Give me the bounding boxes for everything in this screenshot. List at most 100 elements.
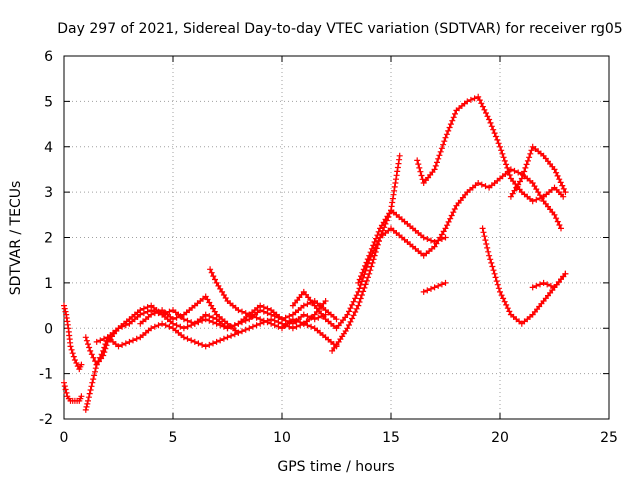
plus-marker	[558, 225, 564, 232]
plus-marker	[177, 323, 184, 330]
plus-marker	[188, 319, 195, 326]
plus-marker	[100, 352, 107, 359]
plus-marker	[475, 180, 482, 186]
plus-marker	[520, 172, 526, 178]
plus-marker	[87, 387, 94, 393]
plus-marker	[524, 157, 531, 164]
plus-marker	[482, 237, 489, 244]
plus-marker	[184, 317, 191, 324]
plus-marker	[239, 308, 245, 315]
plus-marker	[213, 338, 220, 345]
plus-marker	[501, 157, 508, 164]
plus-marker	[557, 179, 564, 186]
y-tick-label: 6	[44, 49, 53, 65]
plus-marker	[304, 313, 311, 320]
plus-marker	[441, 138, 448, 145]
plus-marker	[202, 343, 209, 350]
plus-marker	[488, 123, 495, 130]
plus-marker	[556, 222, 563, 228]
plus-marker	[556, 176, 563, 183]
plus-marker	[480, 229, 487, 236]
plus-marker	[442, 225, 449, 232]
plus-marker	[130, 337, 136, 344]
series-track-k	[414, 93, 567, 205]
plus-marker	[416, 164, 423, 171]
plus-marker	[360, 288, 367, 295]
series-track-n	[507, 143, 569, 200]
plus-marker	[180, 325, 187, 332]
axis-ticks: 0 5 10 15 20 25 -2 -1 0 1 2 3 4 5 6	[39, 49, 618, 446]
plus-marker	[501, 298, 508, 305]
plus-marker	[435, 237, 442, 244]
plus-marker	[544, 281, 551, 288]
plus-marker	[515, 169, 522, 176]
plus-marker	[67, 343, 74, 350]
plus-marker	[88, 383, 95, 390]
plus-marker	[451, 206, 458, 212]
plus-marker	[450, 114, 457, 121]
plus-marker	[362, 262, 369, 269]
plus-marker	[437, 148, 444, 155]
plus-marker	[279, 316, 285, 323]
plus-marker	[360, 266, 367, 273]
plus-marker	[88, 351, 95, 358]
plus-marker	[97, 337, 104, 344]
plus-marker	[475, 93, 482, 100]
plus-marker	[103, 342, 110, 349]
plus-marker	[356, 299, 363, 305]
plus-marker	[231, 322, 238, 329]
plus-marker	[435, 282, 442, 289]
plus-marker	[467, 96, 474, 103]
plus-marker	[498, 292, 505, 299]
plus-marker	[83, 403, 90, 410]
plus-marker	[445, 127, 452, 134]
plus-marker	[119, 323, 126, 330]
plus-marker	[447, 215, 454, 222]
plus-marker	[173, 322, 180, 329]
plus-marker	[89, 379, 96, 386]
y-tick-label: 4	[44, 140, 53, 156]
plus-marker	[239, 319, 245, 326]
plus-marker	[242, 317, 249, 324]
plus-marker	[486, 252, 493, 259]
plus-marker	[488, 259, 495, 266]
plus-marker	[493, 278, 500, 285]
plus-marker	[286, 313, 293, 320]
plus-marker	[419, 176, 426, 183]
plus-marker	[504, 305, 511, 312]
plus-marker	[515, 181, 522, 188]
plus-marker	[482, 183, 489, 190]
plus-marker	[464, 98, 471, 105]
plus-marker	[367, 267, 374, 274]
plus-marker	[208, 269, 215, 276]
plus-marker	[491, 270, 498, 277]
plus-marker	[391, 183, 398, 190]
plus-marker	[92, 368, 98, 375]
plus-marker	[275, 319, 282, 326]
plus-marker	[535, 189, 542, 196]
series-track-f	[137, 293, 242, 336]
plus-marker	[436, 152, 443, 159]
plus-marker	[304, 322, 311, 329]
plus-marker	[445, 218, 452, 225]
plus-marker	[358, 292, 365, 298]
plus-marker	[61, 379, 67, 386]
plus-marker	[85, 397, 91, 404]
plus-marker	[547, 282, 554, 289]
plus-marker	[374, 232, 381, 239]
plus-marker	[518, 175, 525, 182]
plus-marker	[484, 113, 491, 120]
series-track-b	[61, 379, 85, 404]
plus-marker	[551, 166, 558, 173]
plus-marker	[560, 193, 567, 200]
plus-marker	[207, 266, 214, 273]
plus-marker	[559, 182, 566, 189]
plus-marker	[450, 209, 457, 216]
plus-marker	[424, 236, 431, 242]
plus-marker	[438, 236, 445, 242]
plus-marker	[562, 270, 569, 277]
plus-marker	[478, 181, 485, 188]
plus-marker	[300, 302, 307, 309]
plus-marker	[529, 198, 536, 205]
